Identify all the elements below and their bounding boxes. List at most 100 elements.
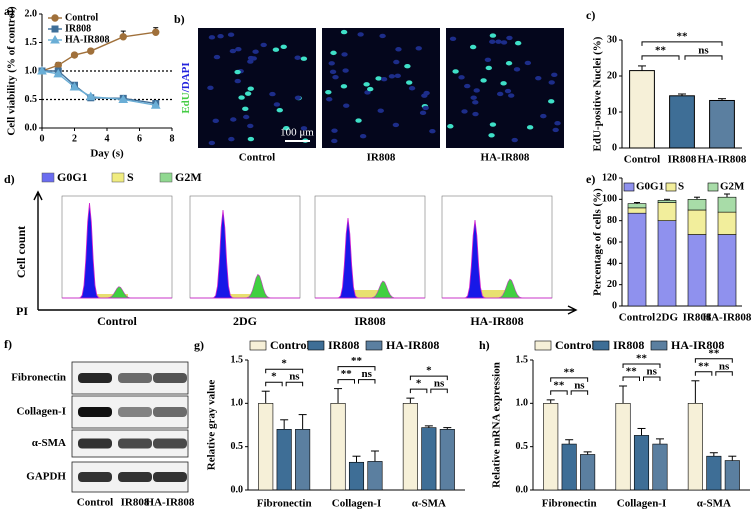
x-tick-label: Collagen-I	[332, 498, 382, 510]
marker	[37, 65, 47, 75]
panel-label: g)	[194, 338, 204, 352]
x-tick-label: 0	[40, 133, 45, 144]
nucleus	[357, 32, 364, 37]
y-tick-label: 100	[602, 194, 617, 205]
histogram-s	[353, 290, 387, 298]
nucleus	[283, 125, 290, 131]
protein-label: GAPDH	[26, 471, 66, 483]
nucleus	[404, 64, 411, 69]
bar	[402, 403, 418, 491]
bar	[439, 429, 455, 491]
nucleus	[300, 126, 308, 131]
marker	[51, 14, 59, 22]
legend-label: G0G1	[636, 181, 664, 193]
x-tick-label: Control	[624, 154, 660, 166]
bar	[258, 403, 274, 491]
nucleus	[388, 74, 396, 79]
blot-band	[118, 373, 152, 383]
panel-label: b)	[174, 12, 185, 26]
legend-swatch	[249, 340, 267, 351]
y-tick-label: 1.0	[231, 398, 244, 409]
y-axis-label: Cell count	[14, 226, 28, 278]
nucleus	[500, 81, 507, 86]
bar-segment	[657, 200, 677, 203]
histogram-label: 2DG	[233, 314, 257, 328]
nucleus	[554, 121, 561, 126]
x-tick-label: IR808	[683, 312, 712, 324]
bar	[652, 443, 668, 491]
marker	[119, 33, 127, 41]
nucleus	[260, 42, 267, 48]
legend-label: G2M	[720, 181, 745, 193]
histogram-g0g1	[442, 219, 552, 299]
error-bar	[718, 98, 726, 101]
nucleus	[480, 78, 487, 83]
nucleus	[472, 111, 479, 117]
y-tick-label: 1.5	[516, 354, 529, 365]
nucleus	[340, 29, 348, 35]
significance-bracket	[694, 371, 713, 376]
error-bar	[352, 455, 361, 463]
error-bar	[724, 193, 730, 198]
nucleus	[217, 33, 224, 39]
nucleus	[325, 89, 332, 95]
y-tick-label: 0.0	[516, 484, 529, 495]
nucleus	[247, 59, 254, 64]
significance-label: **	[564, 366, 576, 378]
y-tick-label: 40	[607, 258, 617, 269]
x-tick-label: 6	[137, 133, 142, 144]
bar	[709, 99, 735, 149]
error-bar	[728, 455, 737, 461]
y-tick-label: 0.5	[231, 441, 244, 452]
bar	[669, 95, 695, 149]
bar-segment	[687, 234, 707, 307]
significance-bracket	[641, 55, 680, 60]
legend-label: HA-IR808	[386, 338, 439, 352]
significance-bracket	[622, 363, 661, 368]
x-tick-label: Collagen-I	[617, 498, 667, 510]
nucleus	[548, 99, 555, 104]
y-tick-label: 30	[607, 34, 617, 45]
legend-swatch	[650, 340, 668, 351]
bar-segment	[687, 209, 707, 235]
nucleus	[552, 127, 559, 133]
significance-label: **	[636, 353, 648, 365]
error-bar	[334, 388, 343, 404]
nucleus	[341, 52, 348, 57]
bar	[615, 403, 631, 491]
nucleus	[379, 33, 386, 39]
y-tick-label: 80	[607, 215, 617, 226]
y-tick-label: 120	[602, 172, 617, 183]
nucleus	[473, 88, 480, 93]
legend-swatch	[159, 172, 173, 183]
legend-swatch	[707, 182, 719, 192]
nucleus	[469, 44, 477, 50]
nucleus	[489, 122, 497, 127]
bar	[561, 443, 577, 491]
nucleus	[244, 91, 252, 96]
y-tick-label: 20	[607, 70, 617, 81]
nucleus	[484, 57, 492, 62]
bar-segment	[717, 196, 737, 213]
y-tick-label: 20	[607, 279, 617, 290]
panel-label: h)	[479, 338, 490, 352]
nucleus	[294, 95, 302, 100]
legend-label: HA-IR808	[65, 34, 109, 45]
series-line	[41, 70, 156, 106]
error-bar	[619, 385, 628, 404]
legend-swatch	[111, 172, 125, 183]
bar	[633, 435, 650, 491]
bar-segment	[687, 199, 707, 211]
x-tick-label: α-SMA	[697, 498, 731, 510]
significance-label: **	[626, 366, 638, 378]
bar	[295, 429, 311, 491]
nucleus	[269, 91, 276, 97]
significance-label: *	[271, 371, 277, 383]
marker	[51, 25, 59, 33]
blot-band	[78, 407, 112, 417]
nucleus	[331, 128, 338, 133]
nucleus	[405, 80, 413, 85]
micrograph	[198, 28, 316, 148]
nucleus	[395, 47, 402, 52]
